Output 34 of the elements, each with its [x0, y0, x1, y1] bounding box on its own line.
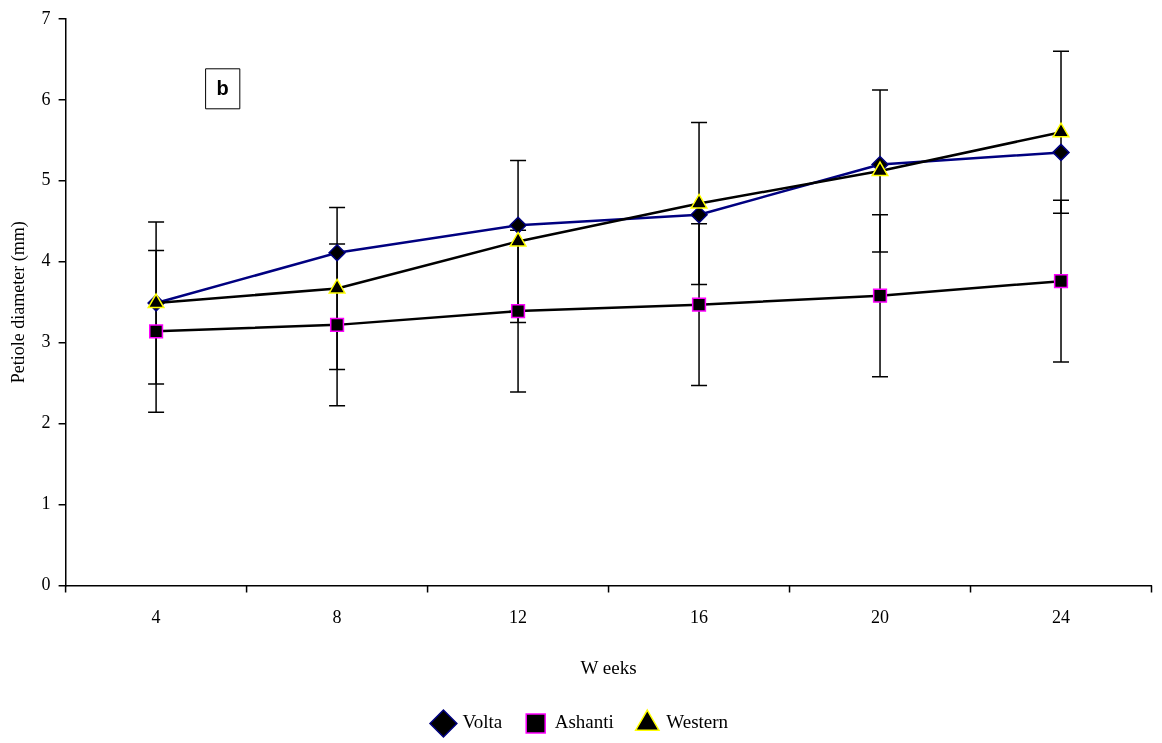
x-tick-label: 8 [332, 607, 342, 628]
y-tick-label: 0 [41, 574, 51, 595]
point [510, 303, 526, 319]
x-tick-label: 16 [690, 607, 709, 628]
point [691, 297, 707, 312]
y-tick-label: 6 [41, 88, 51, 109]
annotation: b [216, 77, 229, 100]
point [1052, 143, 1070, 162]
point [148, 324, 164, 339]
point [690, 193, 708, 209]
y-tick-label: 3 [41, 331, 51, 352]
x-tick-label: 4 [151, 607, 161, 628]
legend-label: Western [666, 711, 729, 733]
x-axis-title: W eeks [580, 656, 637, 678]
x-tick-label: 12 [509, 607, 528, 628]
x-tick-label: 24 [1052, 607, 1071, 628]
point [329, 317, 345, 332]
point [509, 216, 527, 235]
y-tick-label: 7 [41, 7, 51, 28]
legend-label: Ashanti [554, 711, 614, 733]
y-tick-label: 1 [41, 493, 51, 514]
point [509, 231, 527, 247]
point [690, 206, 708, 224]
legend-label: Volta [462, 711, 503, 733]
y-axis-title: Petiole diameter (mm) [7, 221, 29, 384]
point [1053, 274, 1069, 289]
y-tick-label: 4 [41, 250, 51, 271]
point [1052, 122, 1070, 138]
point [328, 244, 346, 262]
y-tick-label: 2 [41, 412, 51, 433]
point [872, 288, 888, 303]
x-tick-label: 20 [871, 607, 890, 628]
point [871, 161, 889, 177]
y-tick-label: 5 [41, 169, 51, 190]
